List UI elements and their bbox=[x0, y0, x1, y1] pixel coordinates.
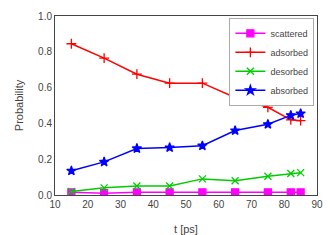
svg-text:Probability: Probability bbox=[13, 79, 25, 131]
svg-text:90: 90 bbox=[311, 199, 323, 210]
svg-text:50: 50 bbox=[180, 199, 192, 210]
svg-text:10: 10 bbox=[49, 199, 61, 210]
svg-text:60: 60 bbox=[213, 199, 225, 210]
svg-text:0.0: 0.0 bbox=[38, 190, 52, 201]
svg-text:40: 40 bbox=[148, 199, 160, 210]
svg-text:desorbed: desorbed bbox=[270, 67, 308, 77]
svg-text:absorbed: absorbed bbox=[270, 86, 308, 96]
svg-text:scattered: scattered bbox=[270, 29, 307, 39]
svg-text:0.2: 0.2 bbox=[38, 154, 52, 165]
svg-text:0.6: 0.6 bbox=[38, 82, 52, 93]
svg-text:20: 20 bbox=[82, 199, 94, 210]
svg-text:0.4: 0.4 bbox=[38, 118, 52, 129]
svg-text:0.8: 0.8 bbox=[38, 46, 52, 57]
svg-text:1.0: 1.0 bbox=[38, 11, 52, 22]
svg-text:t [ps]: t [ps] bbox=[174, 223, 198, 235]
svg-text:adsorbed: adsorbed bbox=[270, 48, 308, 58]
svg-text:80: 80 bbox=[279, 199, 291, 210]
svg-text:30: 30 bbox=[115, 199, 127, 210]
svg-text:70: 70 bbox=[246, 199, 258, 210]
